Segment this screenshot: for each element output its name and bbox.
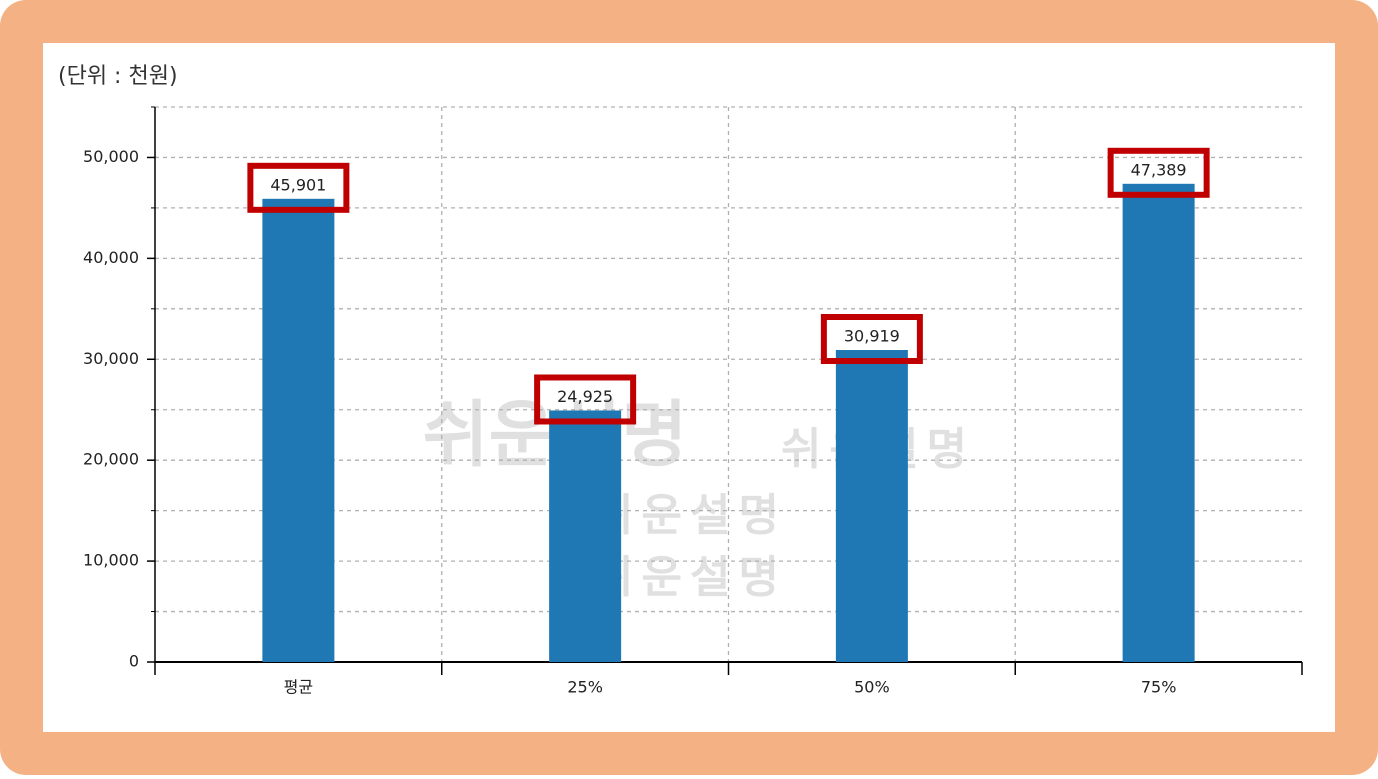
x-tick-label: 25% bbox=[567, 678, 603, 697]
y-tick-label: 0 bbox=[129, 652, 139, 671]
y-tick-label: 40,000 bbox=[83, 248, 139, 267]
bar bbox=[835, 349, 908, 662]
value-label: 24,925 bbox=[557, 387, 613, 406]
highlight-box bbox=[1107, 147, 1210, 198]
watermark: 쉬운설명 bbox=[593, 552, 787, 603]
watermark: 쉬운설명 bbox=[593, 490, 787, 541]
value-label: 47,389 bbox=[1131, 160, 1187, 179]
y-tick-label: 20,000 bbox=[83, 450, 139, 469]
value-label: 45,901 bbox=[270, 175, 326, 194]
bar bbox=[1122, 183, 1195, 662]
y-tick-label: 10,000 bbox=[83, 551, 139, 570]
x-tick-label: 75% bbox=[1141, 678, 1177, 697]
y-tick-label: 50,000 bbox=[83, 147, 139, 166]
value-label: 30,919 bbox=[844, 326, 900, 345]
highlight-box bbox=[534, 374, 637, 425]
x-tick-label: 평균 bbox=[284, 678, 313, 697]
highlight-box bbox=[247, 162, 350, 213]
unit-label: (단위 : 천원) bbox=[58, 64, 178, 89]
panel bbox=[43, 43, 1335, 732]
bar bbox=[549, 410, 622, 662]
highlight-box bbox=[820, 313, 923, 364]
bar bbox=[262, 198, 335, 662]
y-tick-label: 30,000 bbox=[83, 349, 139, 368]
x-tick-label: 50% bbox=[854, 678, 890, 697]
